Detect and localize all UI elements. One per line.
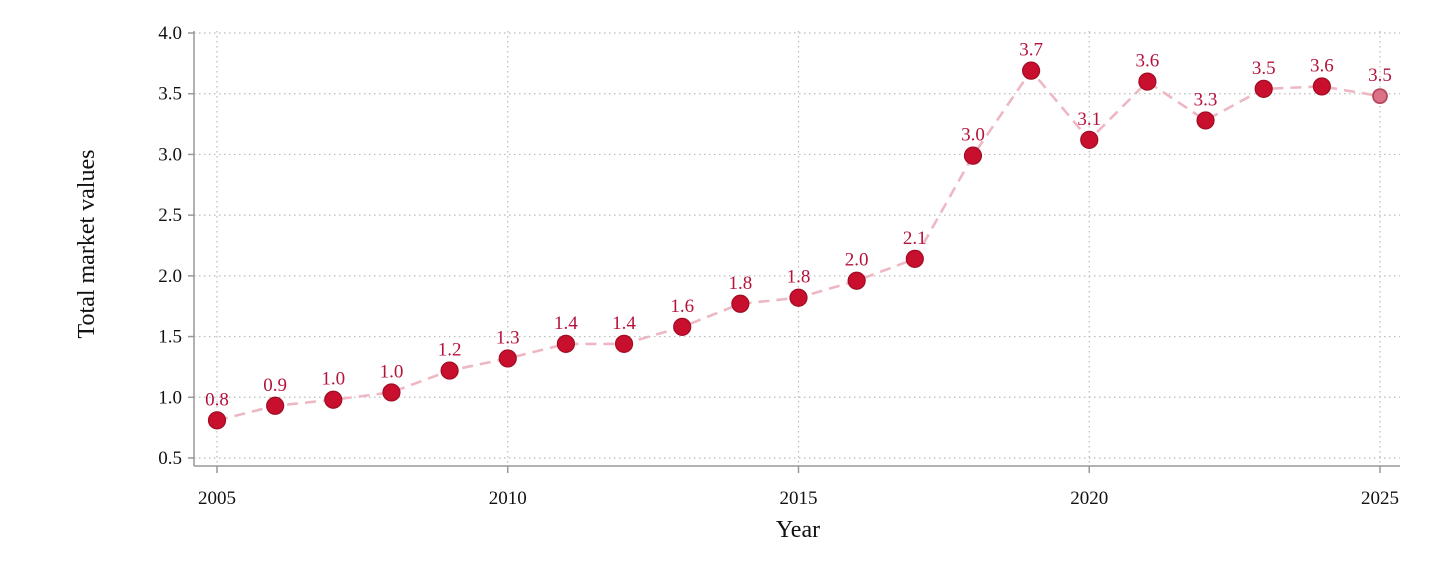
data-labels: 0.8 0.9 1.0 1.0 1.2 1.3 1.4 1.4 1.6 1.8 1.8 2.0 2.1 3… (205, 40, 1392, 411)
x-tick-label: 2015 (780, 488, 818, 509)
x-tick-label: 2010 (489, 488, 527, 509)
data-label: 0.9 (263, 375, 287, 396)
data-point (266, 396, 285, 415)
data-point (905, 249, 924, 268)
data-point (789, 288, 808, 307)
data-label: 3.1 (1077, 109, 1101, 130)
data-label: 3.6 (1310, 55, 1334, 76)
y-tick-label: 2.5 (158, 205, 182, 226)
data-point (731, 294, 750, 313)
data-label: 1.0 (321, 369, 345, 390)
data-point (556, 334, 576, 353)
y-tick-label: 4.0 (158, 23, 182, 44)
data-point (673, 317, 692, 336)
x-tick-label: 2025 (1361, 488, 1399, 509)
data-label: 1.2 (438, 340, 462, 361)
data-label: 1.0 (380, 361, 404, 382)
x-tick-label: 2005 (198, 488, 236, 509)
axes: 0.5 1.0 1.5 2.0 2.5 3.0 3.5 4.0 2005 2010 2015 2020… (158, 23, 1400, 509)
data-label: 3.5 (1252, 58, 1276, 79)
data-points (207, 61, 1388, 430)
data-label: 1.8 (787, 267, 811, 288)
data-point (1080, 130, 1099, 149)
data-point (1138, 72, 1157, 91)
x-tick-label: 2020 (1070, 488, 1108, 509)
data-label: 1.4 (554, 313, 578, 334)
data-label: 1.3 (496, 327, 520, 348)
data-label: 3.5 (1368, 65, 1392, 86)
data-point (498, 349, 517, 368)
y-tick-label: 2.0 (158, 266, 182, 287)
grid-lines (194, 31, 1400, 466)
data-point (963, 146, 983, 165)
data-label: 3.6 (1136, 51, 1160, 72)
data-label: 1.4 (612, 313, 636, 334)
data-point (1196, 111, 1215, 130)
data-point (1254, 79, 1273, 98)
data-point (324, 390, 343, 409)
y-tick-label: 3.5 (158, 84, 182, 105)
data-label: 3.0 (961, 125, 985, 146)
projected-data-point (1372, 88, 1388, 105)
data-point (614, 334, 634, 353)
data-point (440, 361, 459, 380)
data-label: 2.1 (903, 228, 927, 249)
data-label: 3.3 (1194, 89, 1218, 110)
data-point (382, 383, 401, 402)
y-tick-label: 3.0 (158, 144, 182, 165)
y-tick-label: 0.5 (158, 448, 182, 469)
y-tick-label: 1.0 (158, 387, 182, 408)
data-label: 1.6 (670, 296, 694, 317)
data-label: 2.0 (845, 250, 869, 271)
y-axis-title: Total market values (74, 150, 100, 339)
data-point (1312, 77, 1331, 96)
data-point (207, 411, 227, 430)
y-tick-label: 1.5 (158, 327, 182, 348)
x-axis-title: Year (776, 517, 820, 543)
data-label: 3.7 (1019, 40, 1043, 61)
data-label: 0.8 (205, 389, 229, 410)
data-point (847, 271, 866, 290)
data-point (1021, 61, 1041, 80)
data-label: 1.8 (728, 273, 752, 294)
